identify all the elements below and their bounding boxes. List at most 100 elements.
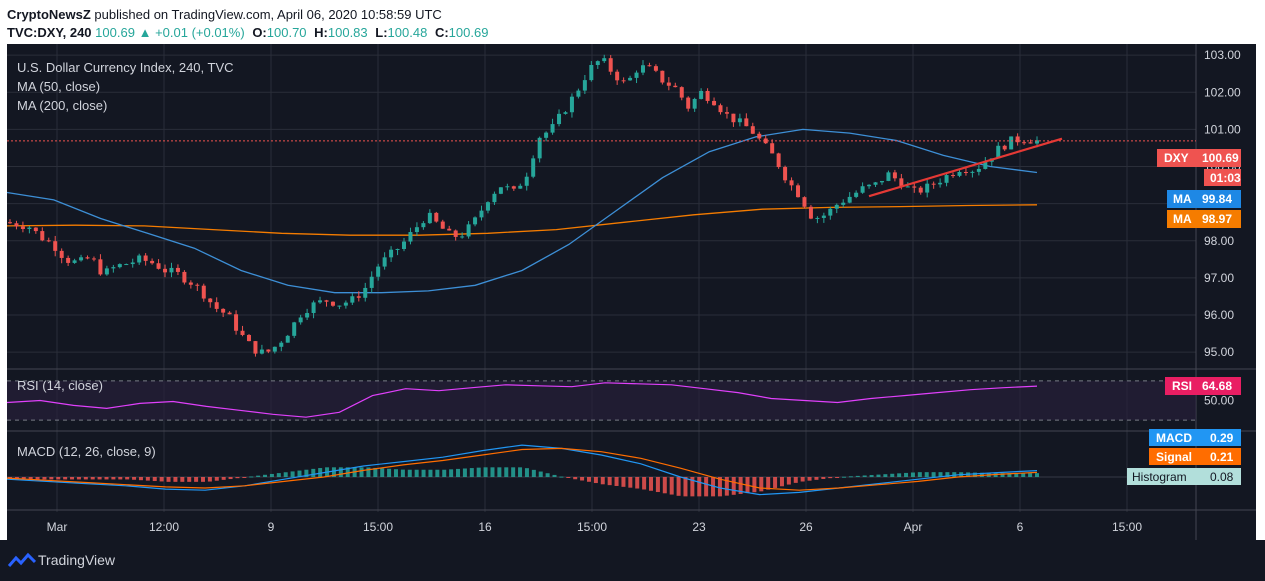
macd-histogram-bar: [393, 469, 398, 477]
macd-lines: [7, 444, 1196, 497]
candle-body: [350, 296, 355, 303]
macd-histogram-bar: [83, 477, 88, 480]
macd-histogram-bar: [890, 473, 895, 477]
macd-histogram-bar: [428, 469, 433, 477]
candle-body: [460, 236, 465, 238]
up-triangle-icon: ▲: [138, 25, 152, 40]
candle-body: [634, 72, 639, 78]
macd-histogram-bar: [76, 477, 81, 480]
candle-body: [660, 70, 665, 83]
candle-body: [860, 186, 865, 193]
candle-body: [305, 313, 310, 318]
macd-histogram-bar: [263, 474, 268, 477]
candle-body: [544, 132, 549, 138]
candle-body: [214, 302, 219, 309]
legend-ma50[interactable]: MA (50, close): [17, 79, 100, 94]
legend-rsi[interactable]: RSI (14, close): [17, 378, 103, 393]
macd-histogram-bar: [490, 467, 495, 477]
macd-tag-value: 0.29: [1210, 431, 1234, 445]
candle-body: [750, 126, 755, 134]
footer: TradingView: [0, 540, 1265, 581]
macd-histogram-bar: [504, 467, 509, 477]
price-tick-label: 95.00: [1204, 345, 1234, 359]
candle-body: [712, 100, 717, 106]
candle-body: [311, 302, 316, 314]
macd-histogram-bar: [373, 467, 378, 477]
candle-body: [737, 118, 742, 123]
candle-body: [892, 172, 897, 179]
series-title[interactable]: U.S. Dollar Currency Index, 240, TVC: [17, 60, 234, 75]
macd-histogram-bar: [855, 475, 860, 477]
low-value: 100.48: [387, 25, 428, 40]
candle-body: [130, 262, 135, 265]
macd-histogram-bar: [538, 471, 543, 477]
legend-ma200[interactable]: MA (200, close): [17, 98, 107, 113]
chart-area[interactable]: 103.00102.00101.00100.0099.0098.0097.009…: [7, 44, 1256, 540]
candle-body: [1009, 136, 1014, 150]
candle-body: [505, 186, 510, 188]
candle-body: [621, 80, 626, 82]
candle-body: [402, 241, 407, 250]
macd-histogram-bar: [442, 469, 447, 477]
macd-histogram-bar: [518, 467, 523, 477]
macd-histogram-bar: [635, 477, 640, 489]
candle-body: [369, 276, 374, 288]
ma50-tag-label: MA: [1173, 192, 1192, 206]
candle-body: [318, 300, 323, 303]
candle-body: [434, 212, 439, 222]
price-tick-label: 103.00: [1204, 48, 1241, 62]
candle-body: [272, 346, 277, 352]
macd-histogram-bar: [304, 469, 309, 477]
macd-histogram-bar: [483, 467, 488, 477]
macd-histogram-bar: [697, 477, 702, 497]
macd-histogram-bar: [869, 475, 874, 477]
candle-body: [104, 268, 109, 275]
publisher-name[interactable]: CryptoNewsZ: [7, 7, 91, 22]
tradingview-brand[interactable]: TradingView: [38, 552, 116, 568]
macd-histogram-bar: [614, 477, 619, 486]
macd-histogram-bar: [297, 470, 302, 477]
candle-body: [595, 61, 600, 65]
candlesticks: [7, 54, 1196, 357]
legend-macd[interactable]: MACD (12, 26, close, 9): [17, 444, 156, 459]
macd-histogram-bar: [683, 477, 688, 497]
macd-histogram-bar: [194, 477, 199, 482]
candle-body: [563, 112, 568, 114]
candle-body: [640, 65, 645, 73]
macd-histogram-bar: [759, 477, 764, 492]
time-axis[interactable]: Mar 12:00 9 15:00 16 15:00 23 26 Apr 6 15:00: [47, 520, 1143, 534]
price-tick-label: 101.00: [1204, 122, 1241, 136]
macd-histogram-bar: [628, 477, 633, 488]
macd-histogram-bar: [586, 477, 591, 482]
publish-info: published on TradingView.com, April 06, …: [94, 7, 442, 22]
macd-histogram-bar: [738, 477, 743, 494]
candle-body: [763, 138, 768, 144]
high-value: 100.83: [327, 25, 368, 40]
chart-canvas[interactable]: 103.00102.00101.00100.0099.0098.0097.009…: [7, 44, 1256, 540]
ma200-tag: [1167, 210, 1241, 228]
candle-body: [156, 263, 161, 269]
macd-histogram-bar: [138, 477, 143, 481]
macd-histogram-bar: [331, 467, 336, 477]
macd-histogram-bar: [773, 477, 778, 488]
candle-body: [931, 183, 936, 185]
candle-body: [53, 241, 58, 251]
macd-histogram-bar: [662, 477, 667, 494]
macd-histogram-bar: [862, 475, 867, 477]
candle-body: [841, 202, 846, 205]
macd-histogram-bar: [1007, 473, 1012, 477]
macd-histogram-bar: [559, 476, 564, 478]
rsi-tag-label: RSI: [1172, 379, 1192, 393]
candle-body: [492, 193, 497, 203]
macd-histogram-bar: [104, 477, 109, 480]
tradingview-logo-icon[interactable]: [8, 552, 36, 570]
macd-histogram-bar: [924, 472, 929, 477]
candle-body: [382, 257, 387, 267]
candle-body: [66, 257, 71, 263]
candle-body: [408, 232, 413, 242]
price-tick-label: 102.00: [1204, 85, 1241, 99]
candle-body: [421, 223, 426, 228]
macd-histogram-bar: [207, 477, 212, 482]
macd-histogram-bar: [132, 477, 137, 480]
open-value: 100.70: [266, 25, 307, 40]
